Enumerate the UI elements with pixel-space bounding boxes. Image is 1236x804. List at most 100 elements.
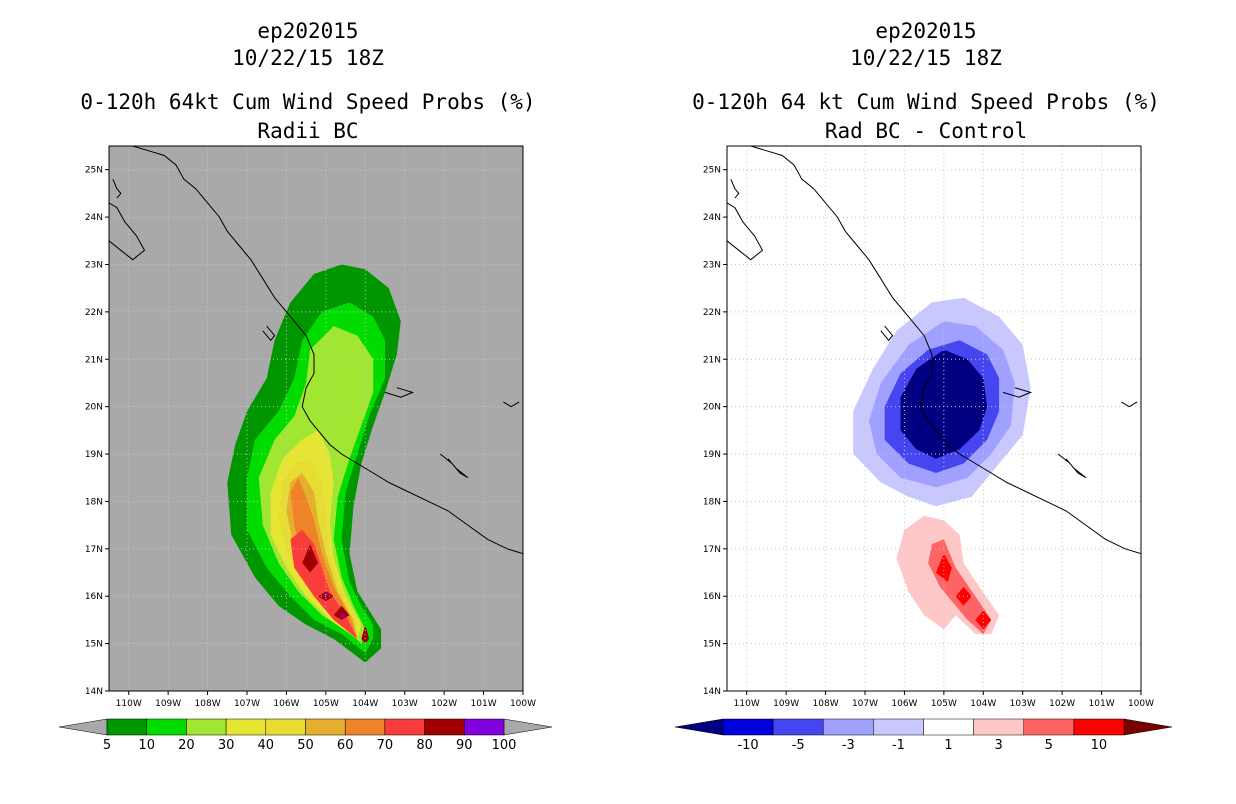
- colorbar-left-extension: [58, 718, 108, 736]
- x-tick-label: 108W: [195, 699, 221, 709]
- right-y-axis: 14N 15N 16N 17N 18N 19N 20N 21N 22N 23N 24N 25N: [703, 166, 727, 697]
- colorbar-swatch: [464, 718, 505, 736]
- coastline-segment: [112, 179, 122, 199]
- colorbar-label: 40: [258, 738, 275, 753]
- colorbar-right-extension: [503, 718, 553, 736]
- coastline-segment: [439, 453, 469, 479]
- right-title-line-2: 10/22/15 18Z: [850, 46, 1002, 70]
- colorbar-swatch: [722, 718, 774, 736]
- x-tick-label: 103W: [392, 699, 418, 709]
- contour-level-60-6: [290, 477, 358, 639]
- left-colorbar: 5 10 20 30 40 50 60 70 80 90 100: [58, 718, 553, 753]
- colorbar-label: 90: [456, 738, 473, 753]
- coastline-segment: [109, 202, 146, 261]
- x-tick-label: 100W: [1128, 699, 1154, 709]
- coastline-segment: [503, 401, 520, 408]
- y-tick-label: 21N: [703, 355, 721, 365]
- coastline-segment: [1121, 401, 1138, 408]
- colorbar-swatch: [923, 718, 974, 736]
- contour-level-5-8: [975, 610, 992, 630]
- y-tick-label: 22N: [85, 308, 103, 318]
- colorbar-swatch: [106, 718, 147, 736]
- y-tick-label: 23N: [85, 260, 103, 270]
- colorbar-label: 70: [377, 738, 394, 753]
- x-tick-label: 102W: [431, 699, 457, 709]
- colorbar-swatch: [146, 718, 187, 736]
- colorbar-swatch: [873, 718, 924, 736]
- coastline-segment: [262, 325, 276, 342]
- colorbar-label: 5: [103, 738, 111, 753]
- y-tick-label: 19N: [703, 450, 721, 460]
- colorbar-left-extension: [674, 718, 724, 736]
- x-tick-label: 105W: [313, 699, 339, 709]
- colorbar-label: 5: [1045, 738, 1053, 753]
- right-panel: ep202015 10/22/15 18Z 0-120h 64 kt Cum W…: [674, 19, 1173, 753]
- right-x-axis: 110W 109W 108W 107W 106W 105W 104W 103W 102W 101W…: [734, 691, 1154, 709]
- right-grid: [727, 146, 1141, 691]
- y-tick-label: 18N: [703, 497, 721, 507]
- colorbar-swatch: [186, 718, 227, 736]
- y-tick-label: 25N: [85, 166, 103, 176]
- colorbar-label: 60: [337, 738, 354, 753]
- y-tick-label: 24N: [85, 213, 103, 223]
- right-title-line-1: ep202015: [875, 19, 976, 43]
- y-tick-label: 15N: [85, 640, 103, 650]
- colorbar-label: 80: [416, 738, 433, 753]
- y-tick-label: 17N: [703, 545, 721, 555]
- y-tick-label: 15N: [703, 640, 721, 650]
- colorbar-swatch: [823, 718, 874, 736]
- colorbar-label: -1: [892, 738, 905, 753]
- x-tick-label: 104W: [352, 699, 378, 709]
- coastline-segment: [880, 325, 894, 342]
- contour-level-80-8: [302, 544, 318, 573]
- colorbar-swatch: [265, 718, 306, 736]
- left-contours: [227, 264, 401, 663]
- coastline-segment: [132, 146, 523, 555]
- x-tick-label: 109W: [773, 699, 799, 709]
- left-title-line-1: ep202015: [257, 19, 358, 43]
- x-tick-label: 106W: [891, 699, 917, 709]
- colorbar-swatch: [973, 718, 1024, 736]
- x-tick-label: 109W: [155, 699, 181, 709]
- coastline-segment: [1057, 453, 1087, 479]
- y-tick-label: 25N: [703, 166, 721, 176]
- x-tick-label: 103W: [1010, 699, 1036, 709]
- colorbar-label: 50: [297, 738, 314, 753]
- colorbar-label: 1: [944, 738, 952, 753]
- x-tick-label: 110W: [116, 699, 142, 709]
- y-tick-label: 18N: [85, 497, 103, 507]
- colorbar-swatch: [344, 718, 386, 736]
- x-tick-label: 106W: [273, 699, 299, 709]
- contour-level-5-6: [936, 553, 952, 582]
- colorbar-swatch: [772, 718, 824, 736]
- y-tick-label: 19N: [85, 450, 103, 460]
- right-title-line-3: 0-120h 64 kt Cum Wind Speed Probs (%): [692, 90, 1160, 114]
- colorbar-label: 30: [218, 738, 235, 753]
- coastline-segment: [727, 202, 764, 261]
- left-title-line-4: Radii BC: [257, 119, 358, 143]
- y-tick-label: 22N: [703, 308, 721, 318]
- colorbar-swatch: [424, 718, 465, 736]
- y-tick-label: 16N: [703, 592, 721, 602]
- colorbar-label: 20: [178, 738, 195, 753]
- y-tick-label: 14N: [85, 687, 103, 697]
- y-tick-label: 20N: [85, 403, 103, 413]
- colorbar-label: -5: [792, 738, 805, 753]
- y-tick-label: 14N: [703, 687, 721, 697]
- coastline-segment: [384, 387, 415, 398]
- x-tick-label: 105W: [931, 699, 957, 709]
- right-coastline: [727, 146, 1141, 555]
- right-title-line-4: Rad BC - Control: [825, 119, 1027, 143]
- colorbar-label: -3: [842, 738, 855, 753]
- left-coastline: [109, 146, 523, 555]
- left-x-axis: 110W 109W 108W 107W 106W 105W 104W 103W 102W 101W…: [116, 691, 536, 709]
- left-title-line-2: 10/22/15 18Z: [232, 46, 384, 70]
- x-tick-label: 107W: [852, 699, 878, 709]
- x-tick-label: 101W: [471, 699, 497, 709]
- x-tick-label: 104W: [970, 699, 996, 709]
- x-tick-label: 101W: [1089, 699, 1115, 709]
- x-tick-label: 107W: [234, 699, 260, 709]
- colorbar-label: 100: [492, 738, 517, 753]
- colorbar-label: -10: [737, 738, 758, 753]
